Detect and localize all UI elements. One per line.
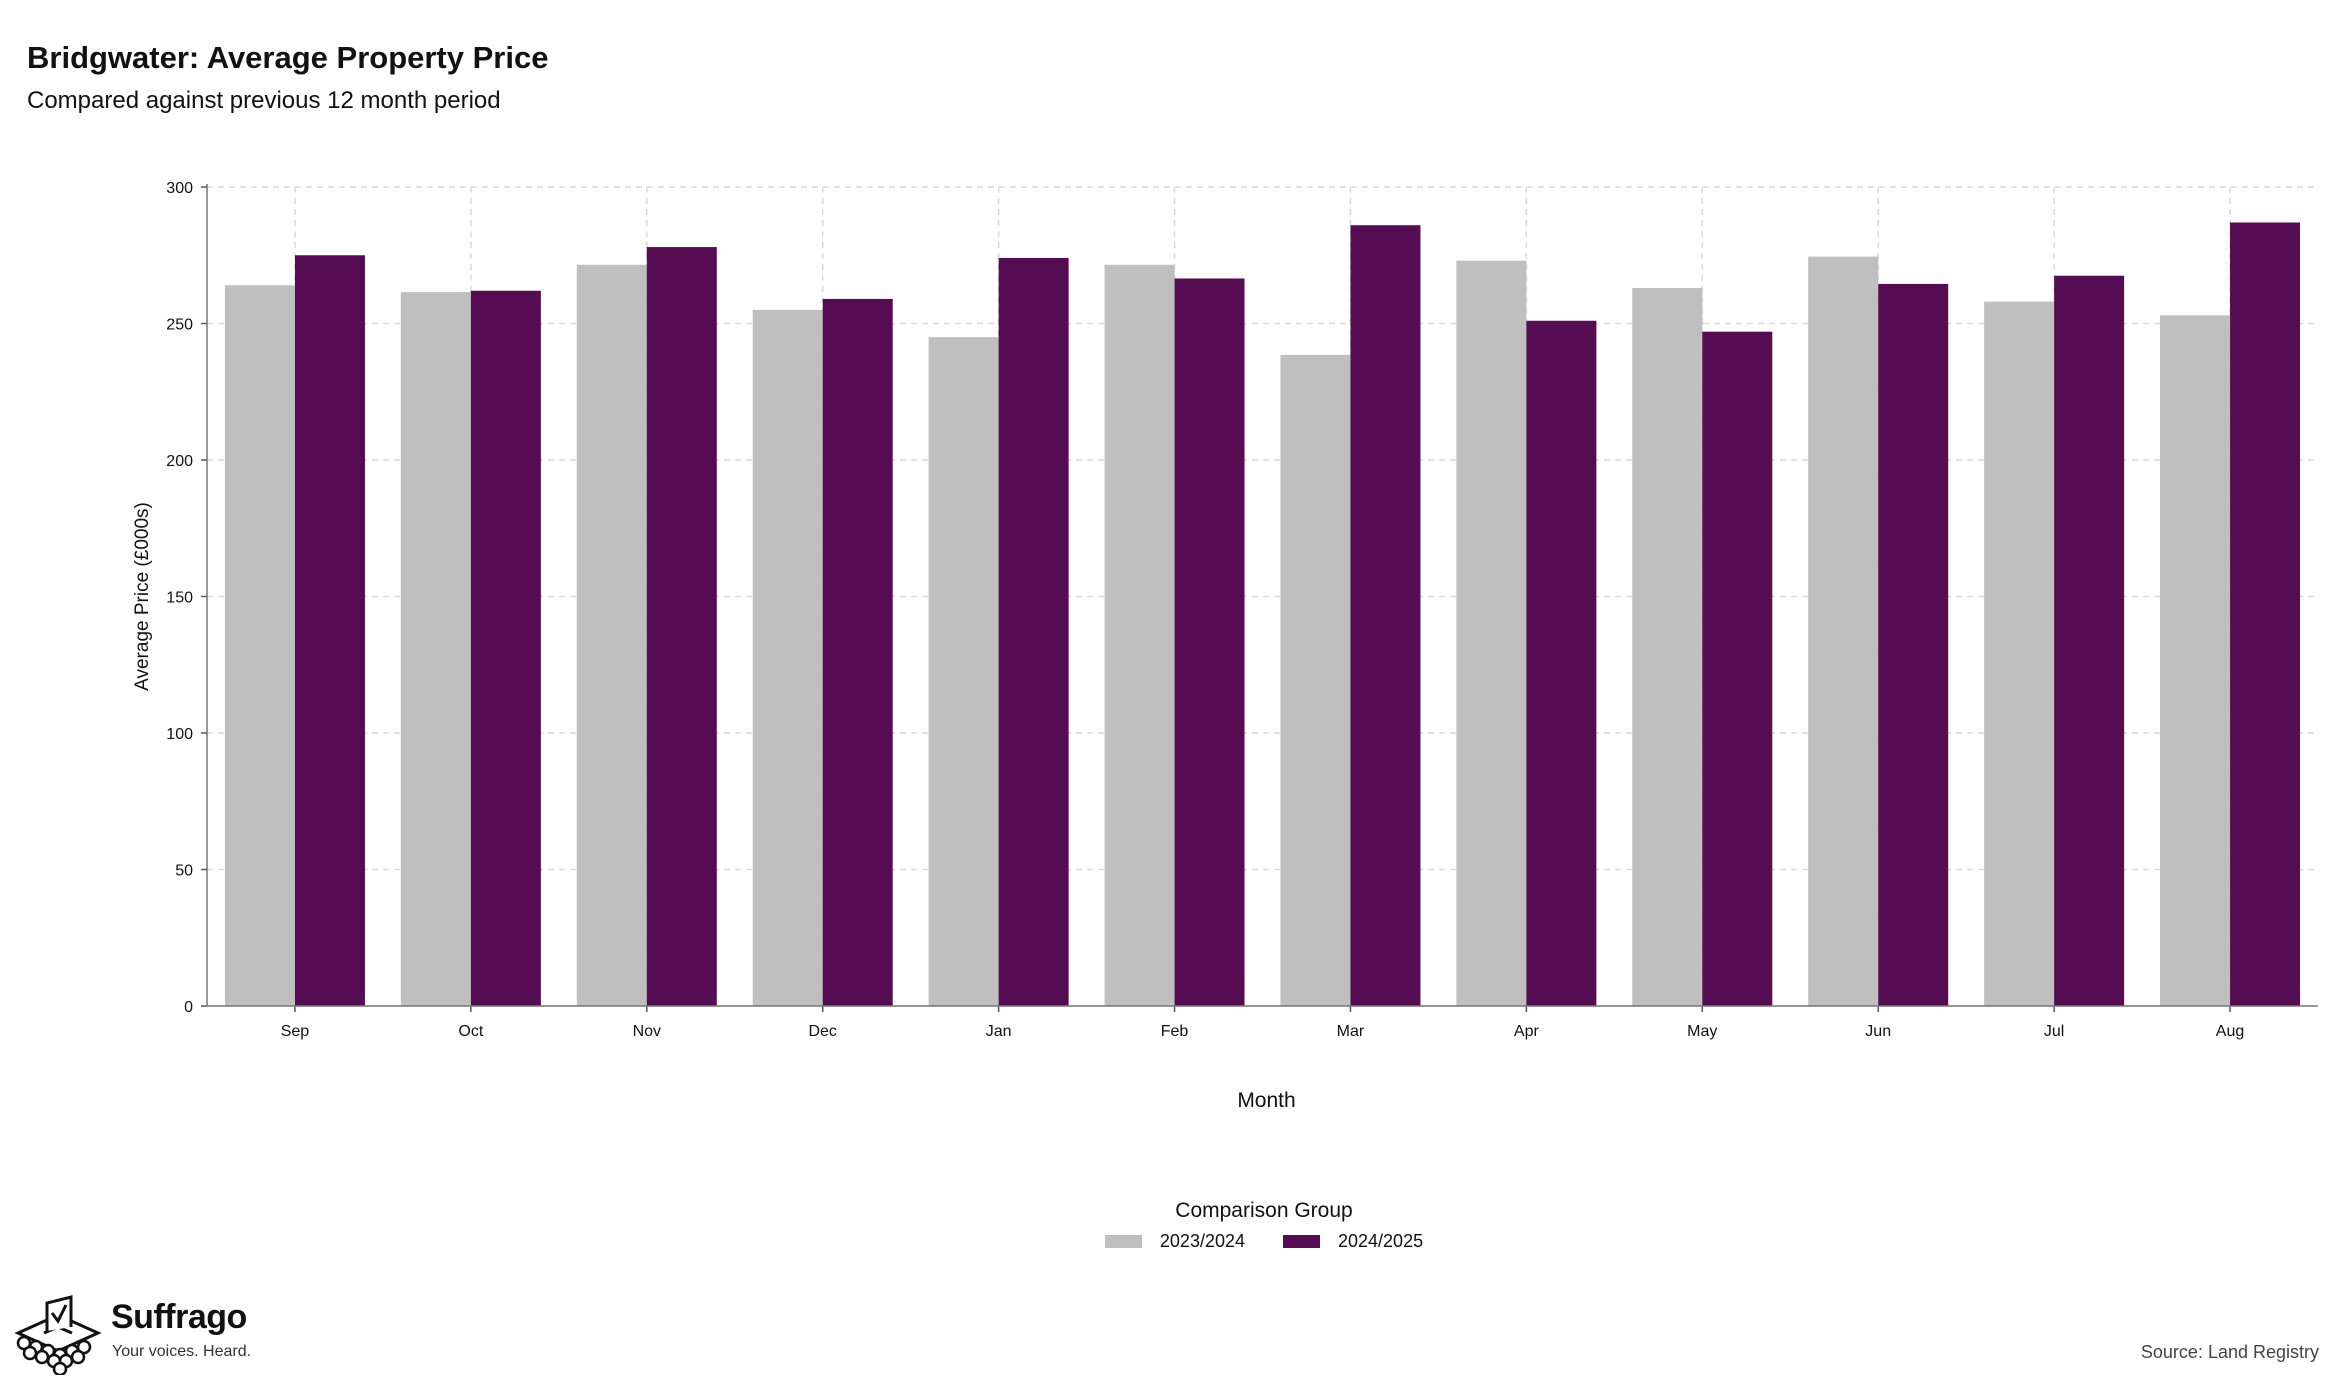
legend-swatch-2024-2025 <box>1283 1235 1320 1248</box>
bar-2024-2025-may <box>1702 331 1773 1006</box>
bar-2024-2025-dec <box>822 298 893 1006</box>
bar-2023-2024-nov <box>576 264 647 1006</box>
bar-2024-2025-jan <box>998 257 1069 1007</box>
y-tick-label: 100 <box>166 726 193 743</box>
bar-2023-2024-jan <box>928 337 999 1006</box>
legend-items: 2023/2024 2024/2025 <box>0 1231 2334 1252</box>
y-tick-label: 0 <box>184 999 193 1016</box>
legend-title: Comparison Group <box>1175 1199 1353 1222</box>
bar-2024-2025-nov <box>646 247 717 1006</box>
bar-2023-2024-mar <box>1280 354 1351 1006</box>
x-tick-label: Sep <box>281 1023 310 1040</box>
bar-2024-2025-sep <box>294 255 365 1006</box>
bar-2024-2025-apr <box>1526 320 1597 1006</box>
y-tick-label: 200 <box>166 453 193 470</box>
x-tick-label: Mar <box>1337 1023 1365 1040</box>
x-axis-title: Month <box>1237 1089 1295 1112</box>
bar-2024-2025-aug <box>2230 222 2301 1007</box>
x-tick-label: Dec <box>808 1023 836 1040</box>
y-tick-label: 50 <box>175 863 193 880</box>
bar-2024-2025-feb <box>1174 278 1245 1007</box>
bar-2023-2024-apr <box>1456 260 1527 1007</box>
logo-tagline: Your voices. Heard. <box>112 1343 252 1360</box>
y-axis-title: Average Price (£000s) <box>132 502 153 691</box>
bar-chart: 0 50 100 150 200 250 300 Sep Oct Nov Dec Jan Feb Mar A… <box>132 180 2318 1112</box>
suffrago-logo: Suffrago Your voices. Heard. <box>14 1293 314 1375</box>
x-tick-label: Apr <box>1514 1023 1540 1040</box>
y-tick-label: 300 <box>166 180 193 197</box>
x-tick-label: Jan <box>986 1023 1012 1040</box>
x-tick-label: Oct <box>458 1023 483 1040</box>
x-tick-label: Jun <box>1865 1023 1891 1040</box>
legend-label-2024-2025: 2024/2025 <box>1338 1231 1424 1251</box>
logo-name: Suffrago <box>111 1298 247 1336</box>
bar-2023-2024-dec <box>752 309 823 1007</box>
x-tick-label: Feb <box>1161 1023 1189 1040</box>
bar-2023-2024-jul <box>1984 301 2055 1006</box>
chart-subtitle: Compared against previous 12 month perio… <box>27 87 501 114</box>
bar-2023-2024-sep <box>224 285 295 1006</box>
ballot-box-icon <box>14 1295 102 1375</box>
bar-2023-2024-oct <box>400 292 471 1007</box>
bars <box>224 222 2301 1007</box>
x-tick-label: May <box>1687 1023 1717 1040</box>
axes <box>201 184 2318 1012</box>
tick-labels: 0 50 100 150 200 250 300 Sep Oct Nov Dec Jan Feb Mar A… <box>132 180 2244 1112</box>
bar-2023-2024-aug <box>2160 315 2231 1006</box>
bar-2023-2024-may <box>1632 288 1703 1006</box>
bar-2023-2024-feb <box>1104 264 1175 1006</box>
bar-2024-2025-jun <box>1878 283 1949 1006</box>
bar-2024-2025-mar <box>1350 225 1421 1007</box>
chart-title: Bridgwater: Average Property Price <box>27 40 549 75</box>
source-note: Source: Land Registry <box>2140 1342 2319 1362</box>
bar-2024-2025-oct <box>470 290 541 1006</box>
y-tick-label: 250 <box>166 317 193 334</box>
x-tick-label: Jul <box>2044 1023 2064 1040</box>
legend-swatch-2023-2024 <box>1104 1235 1142 1248</box>
x-tick-label: Aug <box>2216 1023 2244 1040</box>
bar-2023-2024-jun <box>1808 256 1879 1006</box>
bar-2024-2025-jul <box>2054 275 2125 1007</box>
x-tick-label: Nov <box>633 1023 661 1040</box>
legend-item-2023-2024: 2023/2024 <box>1104 1231 1245 1252</box>
legend-item-2024-2025: 2024/2025 <box>1283 1231 1423 1252</box>
legend-label-2023-2024: 2023/2024 <box>1159 1231 1245 1251</box>
y-tick-label: 150 <box>166 590 193 607</box>
legend: Comparison Group 2023/2024 2024/2025 <box>0 1199 2334 1252</box>
